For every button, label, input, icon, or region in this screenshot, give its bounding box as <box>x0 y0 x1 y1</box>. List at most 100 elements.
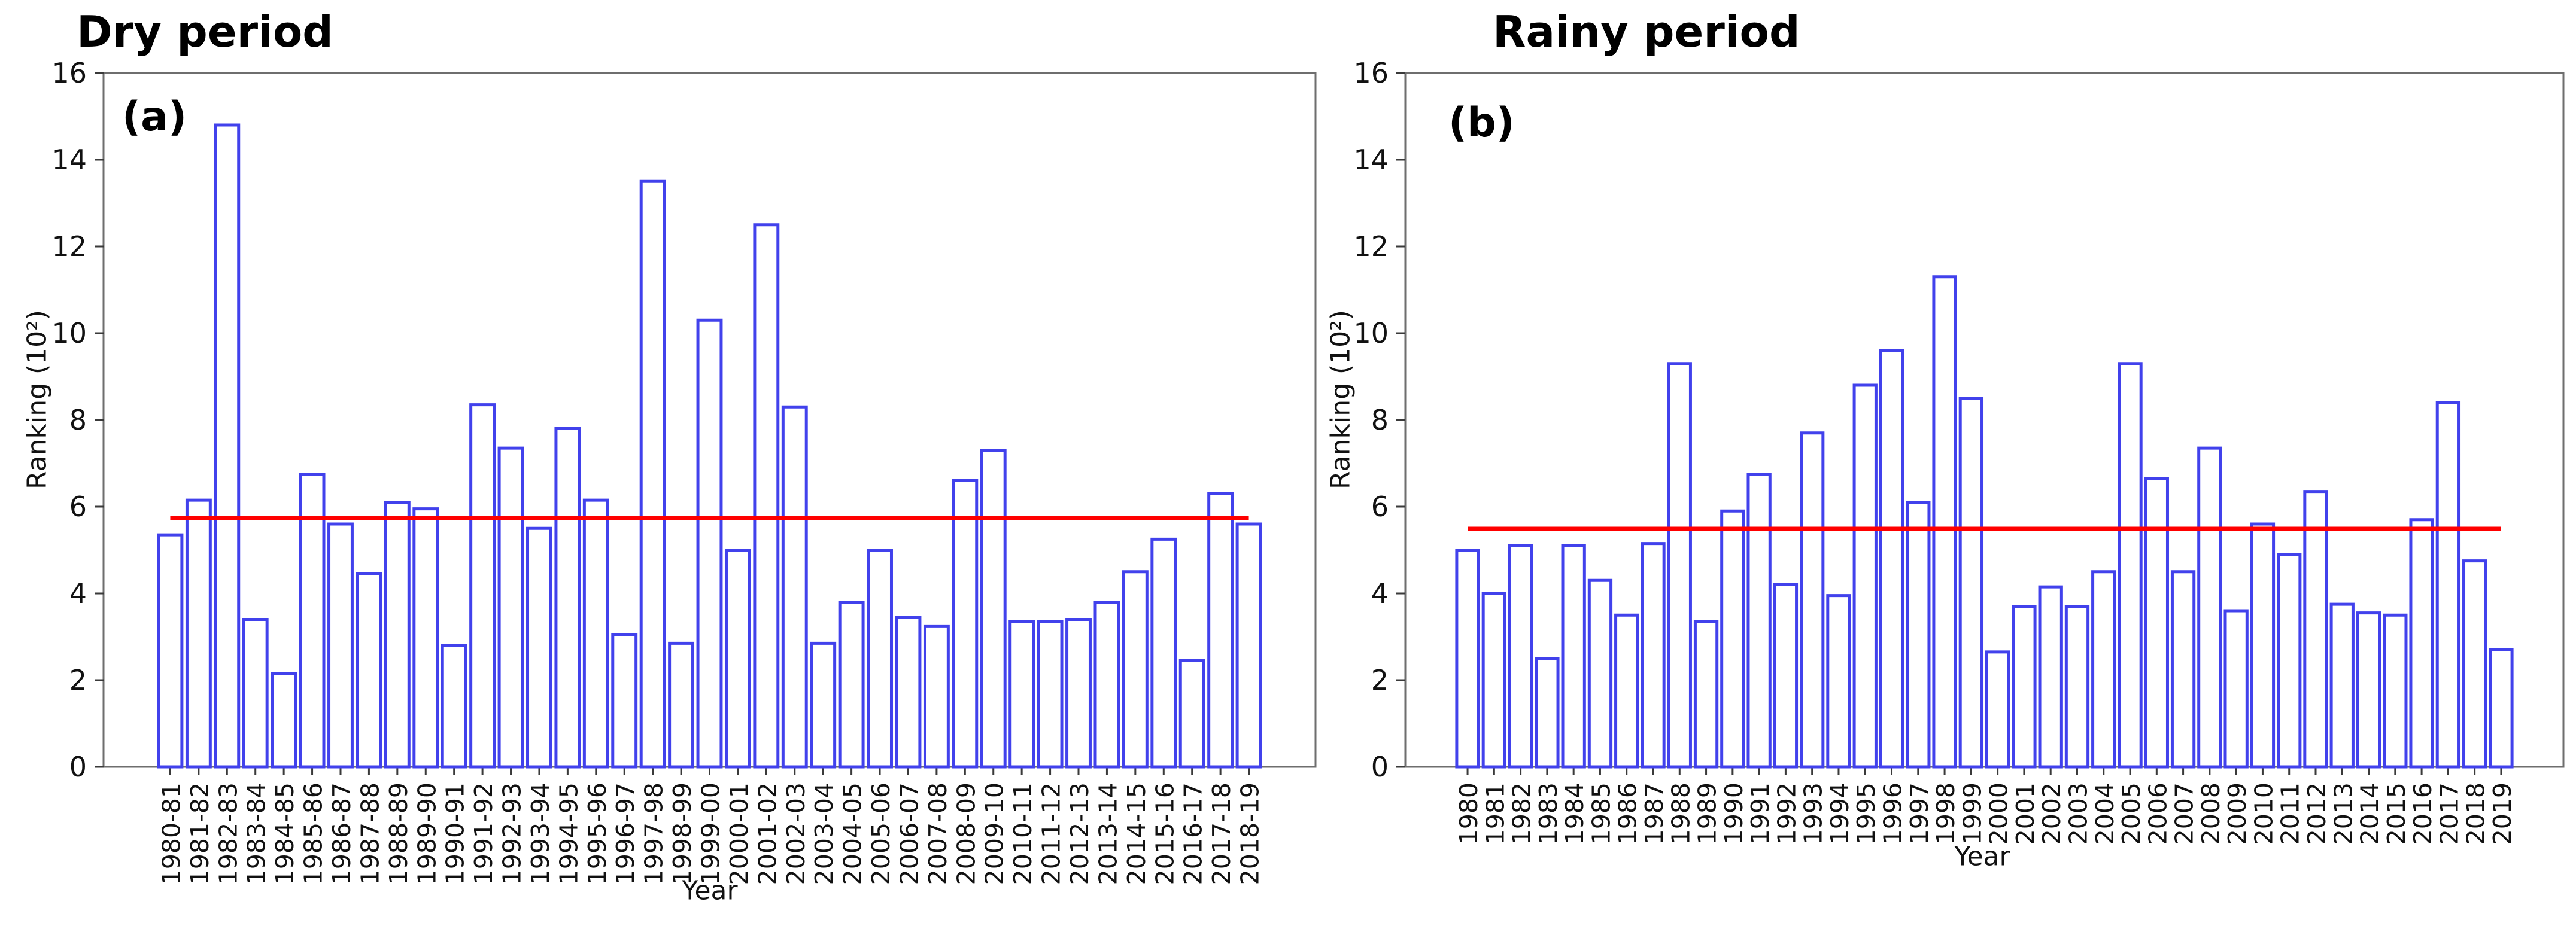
bar-1990-91 <box>441 644 467 769</box>
x-tick-label: 1986 <box>1614 782 1642 845</box>
x-tick-label: 2015 <box>2382 782 2411 845</box>
bar-1999 <box>1958 397 1984 769</box>
x-tick-label: 2002 <box>2037 782 2066 845</box>
x-tick-label: 1981-82 <box>186 782 214 885</box>
x-tick-label: 1982-83 <box>214 782 242 885</box>
y-tick-label: 0 <box>69 751 87 783</box>
x-tick-label: 2004-05 <box>839 782 867 885</box>
y-tick-label: 6 <box>69 491 87 523</box>
x-tick-label: 1995 <box>1852 782 1881 845</box>
bar-1989-90 <box>412 507 439 769</box>
x-tick-label: 2012-13 <box>1065 782 1094 885</box>
bar-1996-97 <box>611 633 638 769</box>
x-tick-label: 2000 <box>1985 782 2013 845</box>
x-tick-label: 1998-99 <box>668 782 697 885</box>
x-tick-label: 2003 <box>2064 782 2092 845</box>
bar-2009-10 <box>980 449 1007 769</box>
x-tick-label: 2006-07 <box>895 782 924 885</box>
bar-2001 <box>2012 605 2037 769</box>
bar-1983 <box>1535 657 1560 769</box>
x-tick-label: 2002-03 <box>782 782 810 885</box>
bar-1996 <box>1879 349 1904 769</box>
bar-2018-19 <box>1235 522 1262 769</box>
x-tick-label: 2017 <box>2435 782 2463 845</box>
bar-2001-02 <box>753 223 780 769</box>
x-tick-label: 2016-17 <box>1179 782 1208 885</box>
bar-2015 <box>2383 613 2408 769</box>
x-axis-label-a: Year <box>682 875 738 906</box>
x-tick-label: 1996 <box>1879 782 1907 845</box>
bar-2018 <box>2462 559 2487 769</box>
y-tick-label: 14 <box>51 144 87 176</box>
x-tick-label: 2004 <box>2091 782 2119 845</box>
x-tick-label: 2014-15 <box>1122 782 1151 885</box>
x-tick-label: 1986-87 <box>327 782 356 885</box>
x-tick-label: 2011-12 <box>1037 782 1066 885</box>
bar-1991 <box>1746 473 1772 769</box>
bar-2008 <box>2197 446 2222 769</box>
y-tick-label: 2 <box>69 664 87 696</box>
x-tick-label: 1993 <box>1799 782 1828 845</box>
bar-1995-96 <box>582 498 609 769</box>
x-tick-label: 1995-96 <box>583 782 612 885</box>
bar-1999-00 <box>696 318 723 769</box>
y-axis-label-b: Ranking (10²) <box>1325 310 1356 489</box>
bar-2013 <box>2329 602 2355 769</box>
x-tick-label: 1982 <box>1508 782 1536 845</box>
x-tick-label: 2016 <box>2408 782 2437 845</box>
y-tick-label: 16 <box>1353 57 1389 89</box>
x-tick-label: 1984 <box>1560 782 1589 845</box>
bar-2009 <box>2223 609 2249 769</box>
x-tick-label: 1998 <box>1931 782 1960 845</box>
x-tick-label: 2007 <box>2170 782 2199 845</box>
bar-2002-03 <box>781 405 808 769</box>
bar-1982-83 <box>214 123 241 769</box>
x-tick-label: 2008-09 <box>952 782 980 885</box>
x-tick-label: 1992-93 <box>498 782 527 885</box>
x-tick-label: 1991-92 <box>469 782 498 885</box>
bar-2016-17 <box>1178 659 1205 769</box>
x-tick-label: 2011 <box>2276 782 2305 845</box>
bar-1980-81 <box>157 533 184 769</box>
bar-1992-93 <box>497 446 524 769</box>
x-tick-label: 1991 <box>1746 782 1775 845</box>
y-tick-label: 10 <box>1353 317 1389 349</box>
bar-1993-94 <box>526 526 552 769</box>
bar-2006-07 <box>895 616 922 769</box>
bar-1988-89 <box>384 501 411 769</box>
bar-2011-12 <box>1037 620 1064 769</box>
x-tick-label: 2012 <box>2302 782 2331 845</box>
bar-2008-09 <box>952 479 979 769</box>
y-tick-label: 16 <box>51 57 87 89</box>
bar-2004 <box>2091 570 2116 769</box>
x-tick-label: 1997-98 <box>640 782 669 885</box>
x-axis-label-b: Year <box>1954 841 2010 872</box>
y-tick-label: 4 <box>69 577 87 610</box>
x-tick-label: 2000-01 <box>725 782 754 885</box>
bar-1984-85 <box>271 672 297 769</box>
x-tick-label: 2015-16 <box>1150 782 1179 885</box>
x-tick-label: 1985-86 <box>299 782 328 885</box>
x-tick-label: 1990 <box>1720 782 1748 845</box>
bar-2012 <box>2303 490 2328 769</box>
x-tick-label: 1988-89 <box>384 782 413 885</box>
bar-2015-16 <box>1150 537 1177 769</box>
x-tick-label: 1990-91 <box>441 782 470 885</box>
bar-2004-05 <box>838 601 865 769</box>
bar-1994-95 <box>554 427 581 769</box>
bar-2010-11 <box>1008 620 1035 769</box>
bar-1980 <box>1455 549 1480 769</box>
bar-1994 <box>1826 594 1851 769</box>
y-tick-label: 12 <box>1353 230 1389 263</box>
bar-2007-08 <box>923 624 950 769</box>
bar-2006 <box>2144 477 2169 769</box>
bar-1982 <box>1508 544 1533 769</box>
y-tick-label: 10 <box>51 317 87 349</box>
x-tick-label: 2001 <box>2011 782 2040 845</box>
y-tick-label: 8 <box>1371 404 1389 436</box>
y-tick-label: 0 <box>1371 751 1389 783</box>
bar-1998-99 <box>668 641 695 769</box>
bar-2013-14 <box>1093 601 1120 769</box>
bar-2005-06 <box>867 549 893 769</box>
